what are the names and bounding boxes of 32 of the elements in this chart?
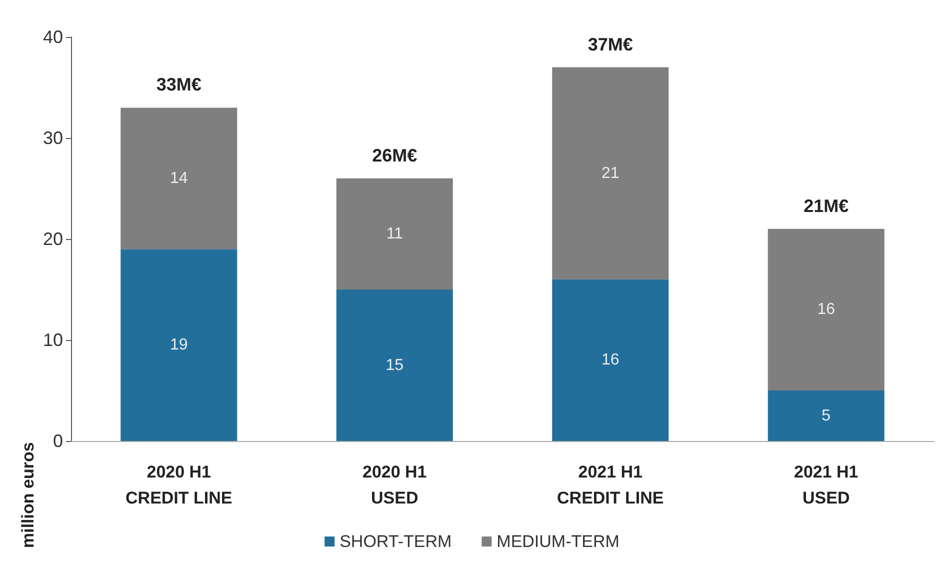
data-label: 15	[386, 356, 404, 374]
total-label: 26M€	[372, 145, 418, 166]
bar	[768, 390, 884, 441]
data-label: 16	[601, 352, 620, 369]
bar	[336, 178, 453, 290]
x-tick-label: 2020 H1 CREDIT LINE	[126, 462, 232, 508]
bar	[552, 279, 669, 441]
total-label: 37M€	[588, 34, 633, 54]
legend-label: MEDIUM-TERM	[496, 532, 620, 551]
y-axis-title: million euros	[18, 442, 38, 548]
bar	[120, 108, 238, 250]
total-label: 33M€	[156, 74, 202, 95]
y-tick-label: 0	[52, 431, 63, 451]
legend-label: SHORT-TERM	[340, 532, 452, 551]
y-tick-label: 10	[42, 330, 63, 350]
x-tick-label: 2021 H1 CREDIT LINE	[557, 462, 664, 508]
x-tick-label: 2021 H1 USED	[794, 462, 858, 508]
data-label: 21	[601, 164, 620, 182]
x-tick-label: 2020 H1 USED	[362, 462, 427, 508]
y-tick-label: 20	[42, 229, 63, 249]
data-label: 14	[170, 170, 188, 187]
data-label: 5	[822, 407, 831, 424]
bar	[552, 67, 669, 280]
bar	[336, 290, 453, 441]
data-label: 11	[386, 225, 404, 242]
data-label: 16	[817, 301, 836, 318]
y-tick-label: 30	[42, 128, 63, 148]
total-label: 21M€	[804, 196, 849, 216]
bar	[120, 249, 238, 441]
bar	[768, 228, 884, 390]
data-label: 19	[170, 336, 188, 354]
y-tick-label: 40	[42, 27, 63, 47]
